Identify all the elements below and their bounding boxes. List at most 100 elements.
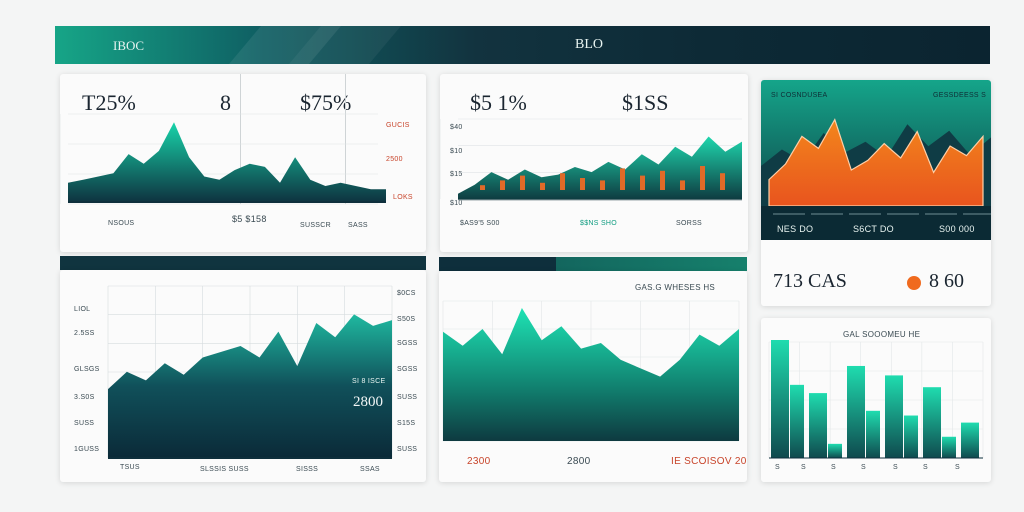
x-label: S (955, 464, 960, 471)
y-label: 1GUSS (74, 446, 100, 453)
chart-title: GAS.G WHESES HS (635, 283, 716, 292)
x-label: 2300 (467, 456, 491, 467)
card-kpi-area-2: $5 1% $1SS $40 $10 $15 $10 $AS9'5 S00 $$… (440, 74, 748, 252)
mini-label: SI 8 ISCE (352, 378, 386, 385)
bar (961, 422, 979, 458)
y-label: $10 (450, 148, 463, 155)
bar (790, 384, 804, 458)
area-series (768, 118, 984, 207)
y-label: SUSS (74, 420, 95, 427)
stat-b: $1SS (622, 90, 669, 115)
right-label: SUSS (397, 394, 418, 401)
area-series (108, 314, 392, 458)
under-label: SORSS (676, 220, 703, 227)
candle-bar (720, 173, 725, 190)
y-label: GUCIS (386, 122, 410, 129)
candle-bar (500, 180, 505, 190)
header-label: SI COSNDUSEA (771, 92, 828, 99)
y-label: 2.5SS (74, 330, 95, 337)
candle-area-chart (440, 118, 742, 201)
x-label: S (831, 464, 836, 471)
label-band (761, 206, 991, 240)
top-header-bar: IBOC BLO (55, 26, 990, 64)
x-label: 2800 (567, 456, 591, 467)
stat-b: 8 60 (929, 270, 964, 292)
right-label: SGSS (397, 366, 418, 373)
bar (904, 415, 918, 458)
bar (942, 436, 956, 458)
y-label: LOKS (393, 194, 413, 201)
bar (923, 387, 941, 458)
under-label: $AS9'5 S00 (460, 220, 500, 227)
right-label: S50S (397, 316, 416, 323)
right-label: $0CS (397, 290, 416, 297)
card-bar-chart: GAL SOOOMEU HE S S S S S S S (761, 318, 991, 482)
large-area-chart (107, 285, 393, 459)
band-label: S00 000 (939, 224, 975, 234)
x-label: SSAS (360, 466, 380, 473)
x-label: S (923, 464, 928, 471)
orange-area-chart (761, 80, 991, 240)
bar-chart (768, 340, 984, 459)
right-label: SGSS (397, 340, 418, 347)
section-band (439, 257, 747, 271)
stat-a: 713 CAS (773, 270, 847, 292)
value-label: 2800 (353, 394, 383, 410)
stat-a: $5 1% (470, 90, 527, 115)
teal-area-chart (442, 300, 740, 442)
bar (828, 443, 842, 458)
center-label: $5 $158 (232, 214, 267, 224)
candle-bar (640, 175, 645, 190)
y-label: 3.S0S (74, 394, 95, 401)
card-kpi-area-1: T25% 8 $75% GUCIS 2500 LOKS NSOUS $5 $15… (60, 74, 426, 252)
status-dot (907, 276, 921, 290)
y-label: $15 (450, 171, 463, 178)
x-label: SLSSIS SUSS (200, 466, 249, 473)
x-label: S (775, 464, 780, 471)
candle-bar (600, 180, 605, 190)
section-band (60, 256, 426, 270)
y-label: $40 (450, 124, 463, 131)
right-label: SUSS (397, 446, 418, 453)
bar (885, 375, 903, 458)
band-label: NES DO (777, 224, 814, 234)
header-right-title[interactable]: BLO (575, 37, 603, 52)
candle-bar (540, 182, 545, 190)
bar (809, 393, 827, 458)
candle-bar (520, 175, 525, 190)
header-left-title[interactable]: IBOC (113, 38, 145, 53)
candle-bar (700, 166, 705, 190)
header-label: GESSDEESS S (933, 92, 987, 99)
card-orange-area: SI COSNDUSEA GESSDEESS S NES DO S6CT DO … (761, 80, 991, 306)
under-label: NSOUS (108, 220, 135, 227)
x-label: S (861, 464, 866, 471)
stat-b: 8 (220, 90, 231, 115)
under-label: $$NS SHO (580, 220, 618, 227)
divider (345, 74, 346, 204)
x-label: TSUS (120, 464, 140, 471)
x-label: IE SCOISOV 200 (671, 456, 747, 467)
y-label: $10 (450, 200, 463, 207)
stat-c: $75% (300, 90, 352, 115)
x-label: S (893, 464, 898, 471)
area-series (458, 136, 742, 200)
right-label: S15S (397, 420, 416, 427)
chart-title: GAL SOOOMEU HE (843, 330, 921, 339)
x-label: S (801, 464, 806, 471)
candle-bar (580, 178, 585, 190)
area-series (443, 308, 739, 441)
y-label: 2500 (386, 156, 403, 163)
y-label: GLSGS (74, 366, 100, 373)
candle-bar (660, 170, 665, 190)
y-label: LIOL (74, 306, 91, 313)
stat-a: T25% (82, 90, 136, 115)
under-label: SUSSCR (300, 222, 331, 229)
bar (771, 340, 789, 458)
card-teal-area: GAS.G WHESES HS 2300 2800 IE SCOISOV 200 (439, 271, 747, 482)
candle-bar (480, 185, 485, 190)
candle-bar (620, 168, 625, 190)
area-series (68, 122, 386, 202)
x-label: SISSS (296, 466, 319, 473)
divider (240, 74, 241, 204)
band-label: S6CT DO (853, 224, 894, 234)
